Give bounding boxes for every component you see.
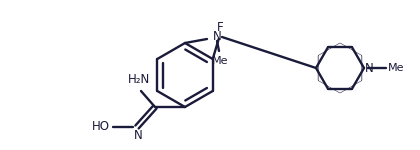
Text: N: N — [213, 30, 221, 44]
Text: Me: Me — [212, 56, 228, 66]
Text: H₂N: H₂N — [128, 73, 150, 86]
Text: N: N — [134, 129, 142, 142]
Text: HO: HO — [92, 120, 110, 132]
Text: F: F — [216, 21, 223, 34]
Polygon shape — [319, 44, 361, 92]
Text: Me: Me — [388, 63, 404, 73]
Text: N: N — [365, 61, 374, 75]
